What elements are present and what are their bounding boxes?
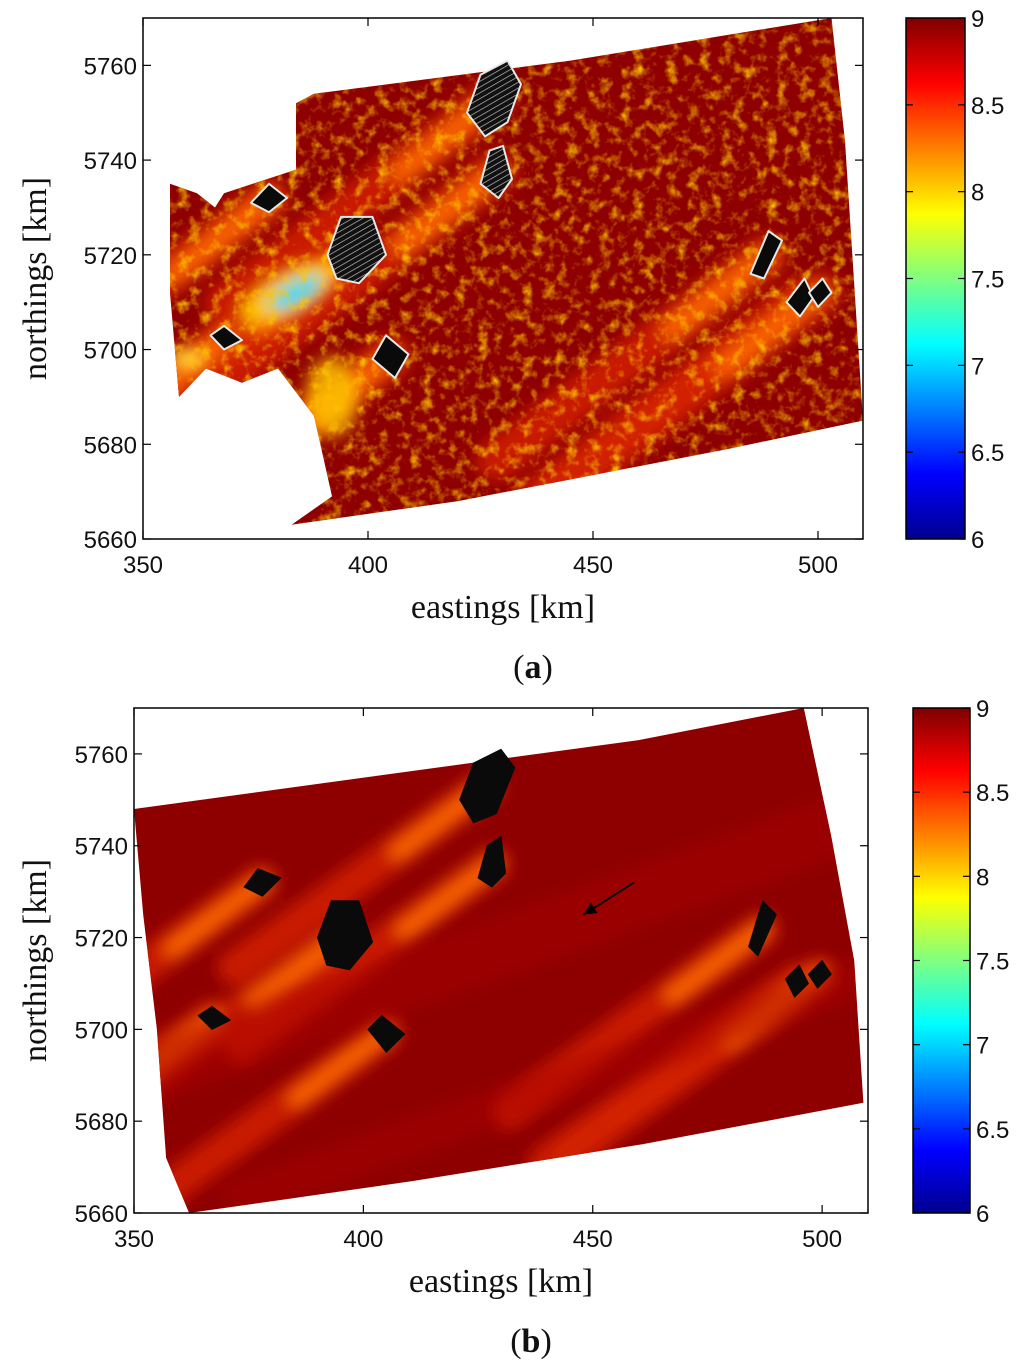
panel-label: (a)	[513, 649, 553, 686]
y-tick-label: 5700	[84, 338, 137, 365]
colorbar: 6 6.5 7 7.5 8 8.5 9	[912, 696, 1009, 1228]
y-axis-label: northings [km]	[17, 177, 54, 380]
wind-farm-7	[749, 230, 783, 280]
axis-ticks: 350 400 450 500 5660 5680 5700 5720 5740 5760	[84, 18, 863, 579]
colorbar-tick-label: 6.5	[971, 440, 1004, 467]
wind-farms	[197, 748, 832, 1053]
panel-label: (b)	[510, 1323, 552, 1360]
y-tick-label: 5720	[75, 926, 128, 953]
wind-farms	[209, 59, 833, 379]
x-axis-label: eastings [km]	[409, 1263, 593, 1300]
heatmap-field	[134, 708, 864, 1213]
y-tick-label: 5680	[84, 432, 137, 459]
panel-a: 350 400 450 500 5660 5680 5700 5720 5740 5760 east…	[17, 6, 1004, 686]
wind-farm-4	[317, 900, 374, 971]
colorbar-tick-label: 9	[971, 6, 984, 33]
wake-core	[395, 854, 503, 940]
wind-farm-9	[808, 277, 833, 308]
y-tick-label: 5720	[84, 243, 137, 270]
wind-farm-1	[459, 748, 516, 824]
y-tick-label: 5660	[75, 1201, 128, 1228]
x-tick-label: 450	[573, 552, 613, 579]
colorbar-tick-label: 7	[971, 353, 984, 380]
wind-farm-1	[466, 59, 522, 138]
colorbar-gradient	[905, 17, 966, 540]
wind-farm-8	[784, 964, 809, 998]
colorbar-gradient	[912, 707, 971, 1214]
colorbar-tick-label: 7	[976, 1033, 989, 1060]
wind-farm-2	[477, 836, 507, 888]
x-tick-label: 450	[573, 1226, 613, 1253]
wind-farm-3	[243, 868, 282, 897]
colorbar-tick-label: 9	[976, 696, 989, 723]
wind-farm-2	[479, 144, 513, 199]
wake-core	[163, 873, 271, 958]
x-tick-label: 350	[114, 1226, 154, 1253]
axis-ticks: 350 400 450 500 5660 5680 5700 5720 5740 5760	[75, 708, 868, 1253]
plot-frame	[142, 17, 864, 540]
colorbar-tick-label: 8	[976, 864, 989, 891]
colorbar-tick-label: 6	[976, 1201, 989, 1228]
smooth-bands	[134, 794, 864, 1213]
wind-farm-9	[807, 960, 832, 989]
x-tick-label: 500	[798, 552, 838, 579]
y-tick-label: 5660	[84, 527, 137, 554]
x-tick-label: 400	[343, 1226, 383, 1253]
wind-farm-5	[209, 324, 243, 351]
colorbar-tick-label: 8.5	[976, 780, 1009, 807]
x-axis-label: eastings [km]	[411, 589, 595, 626]
x-tick-label: 400	[348, 552, 388, 579]
y-axis-label: northings [km]	[17, 859, 54, 1062]
wake-core	[287, 1023, 395, 1108]
y-tick-label: 5760	[84, 53, 137, 80]
wind-farm-7	[748, 900, 777, 957]
y-tick-label: 5700	[75, 1017, 128, 1044]
y-tick-label: 5680	[75, 1109, 128, 1136]
colorbar-tick-label: 6.5	[976, 1117, 1009, 1144]
wind-farm-6	[367, 1015, 406, 1053]
x-tick-label: 350	[123, 552, 163, 579]
wind-farm-6	[371, 334, 410, 379]
panel-b: 350 400 450 500 5660 5680 5700 5720 5740 5760 east…	[17, 696, 1009, 1360]
heatmap-field	[170, 18, 863, 525]
wind-direction-arrow	[583, 881, 635, 916]
colorbar-tick-label: 7.5	[971, 267, 1004, 294]
y-tick-label: 5740	[84, 148, 137, 175]
plot-frame	[133, 707, 869, 1214]
wind-farm-3	[250, 182, 288, 214]
colorbar-tick-label: 6	[971, 527, 984, 554]
colorbar-tick-label: 8.5	[971, 93, 1004, 120]
y-tick-label: 5740	[75, 834, 128, 861]
colorbar: 6 6.5 7 7.5 8 8.5 9	[905, 6, 1004, 554]
colorbar-tick-label: 8	[971, 180, 984, 207]
wind-farm-5	[197, 1005, 231, 1030]
wake-core	[663, 920, 771, 1005]
colorbar-tick-label: 7.5	[976, 949, 1009, 976]
x-tick-label: 500	[802, 1226, 842, 1253]
wind-farm-4	[326, 215, 387, 285]
y-tick-label: 5760	[75, 742, 128, 769]
